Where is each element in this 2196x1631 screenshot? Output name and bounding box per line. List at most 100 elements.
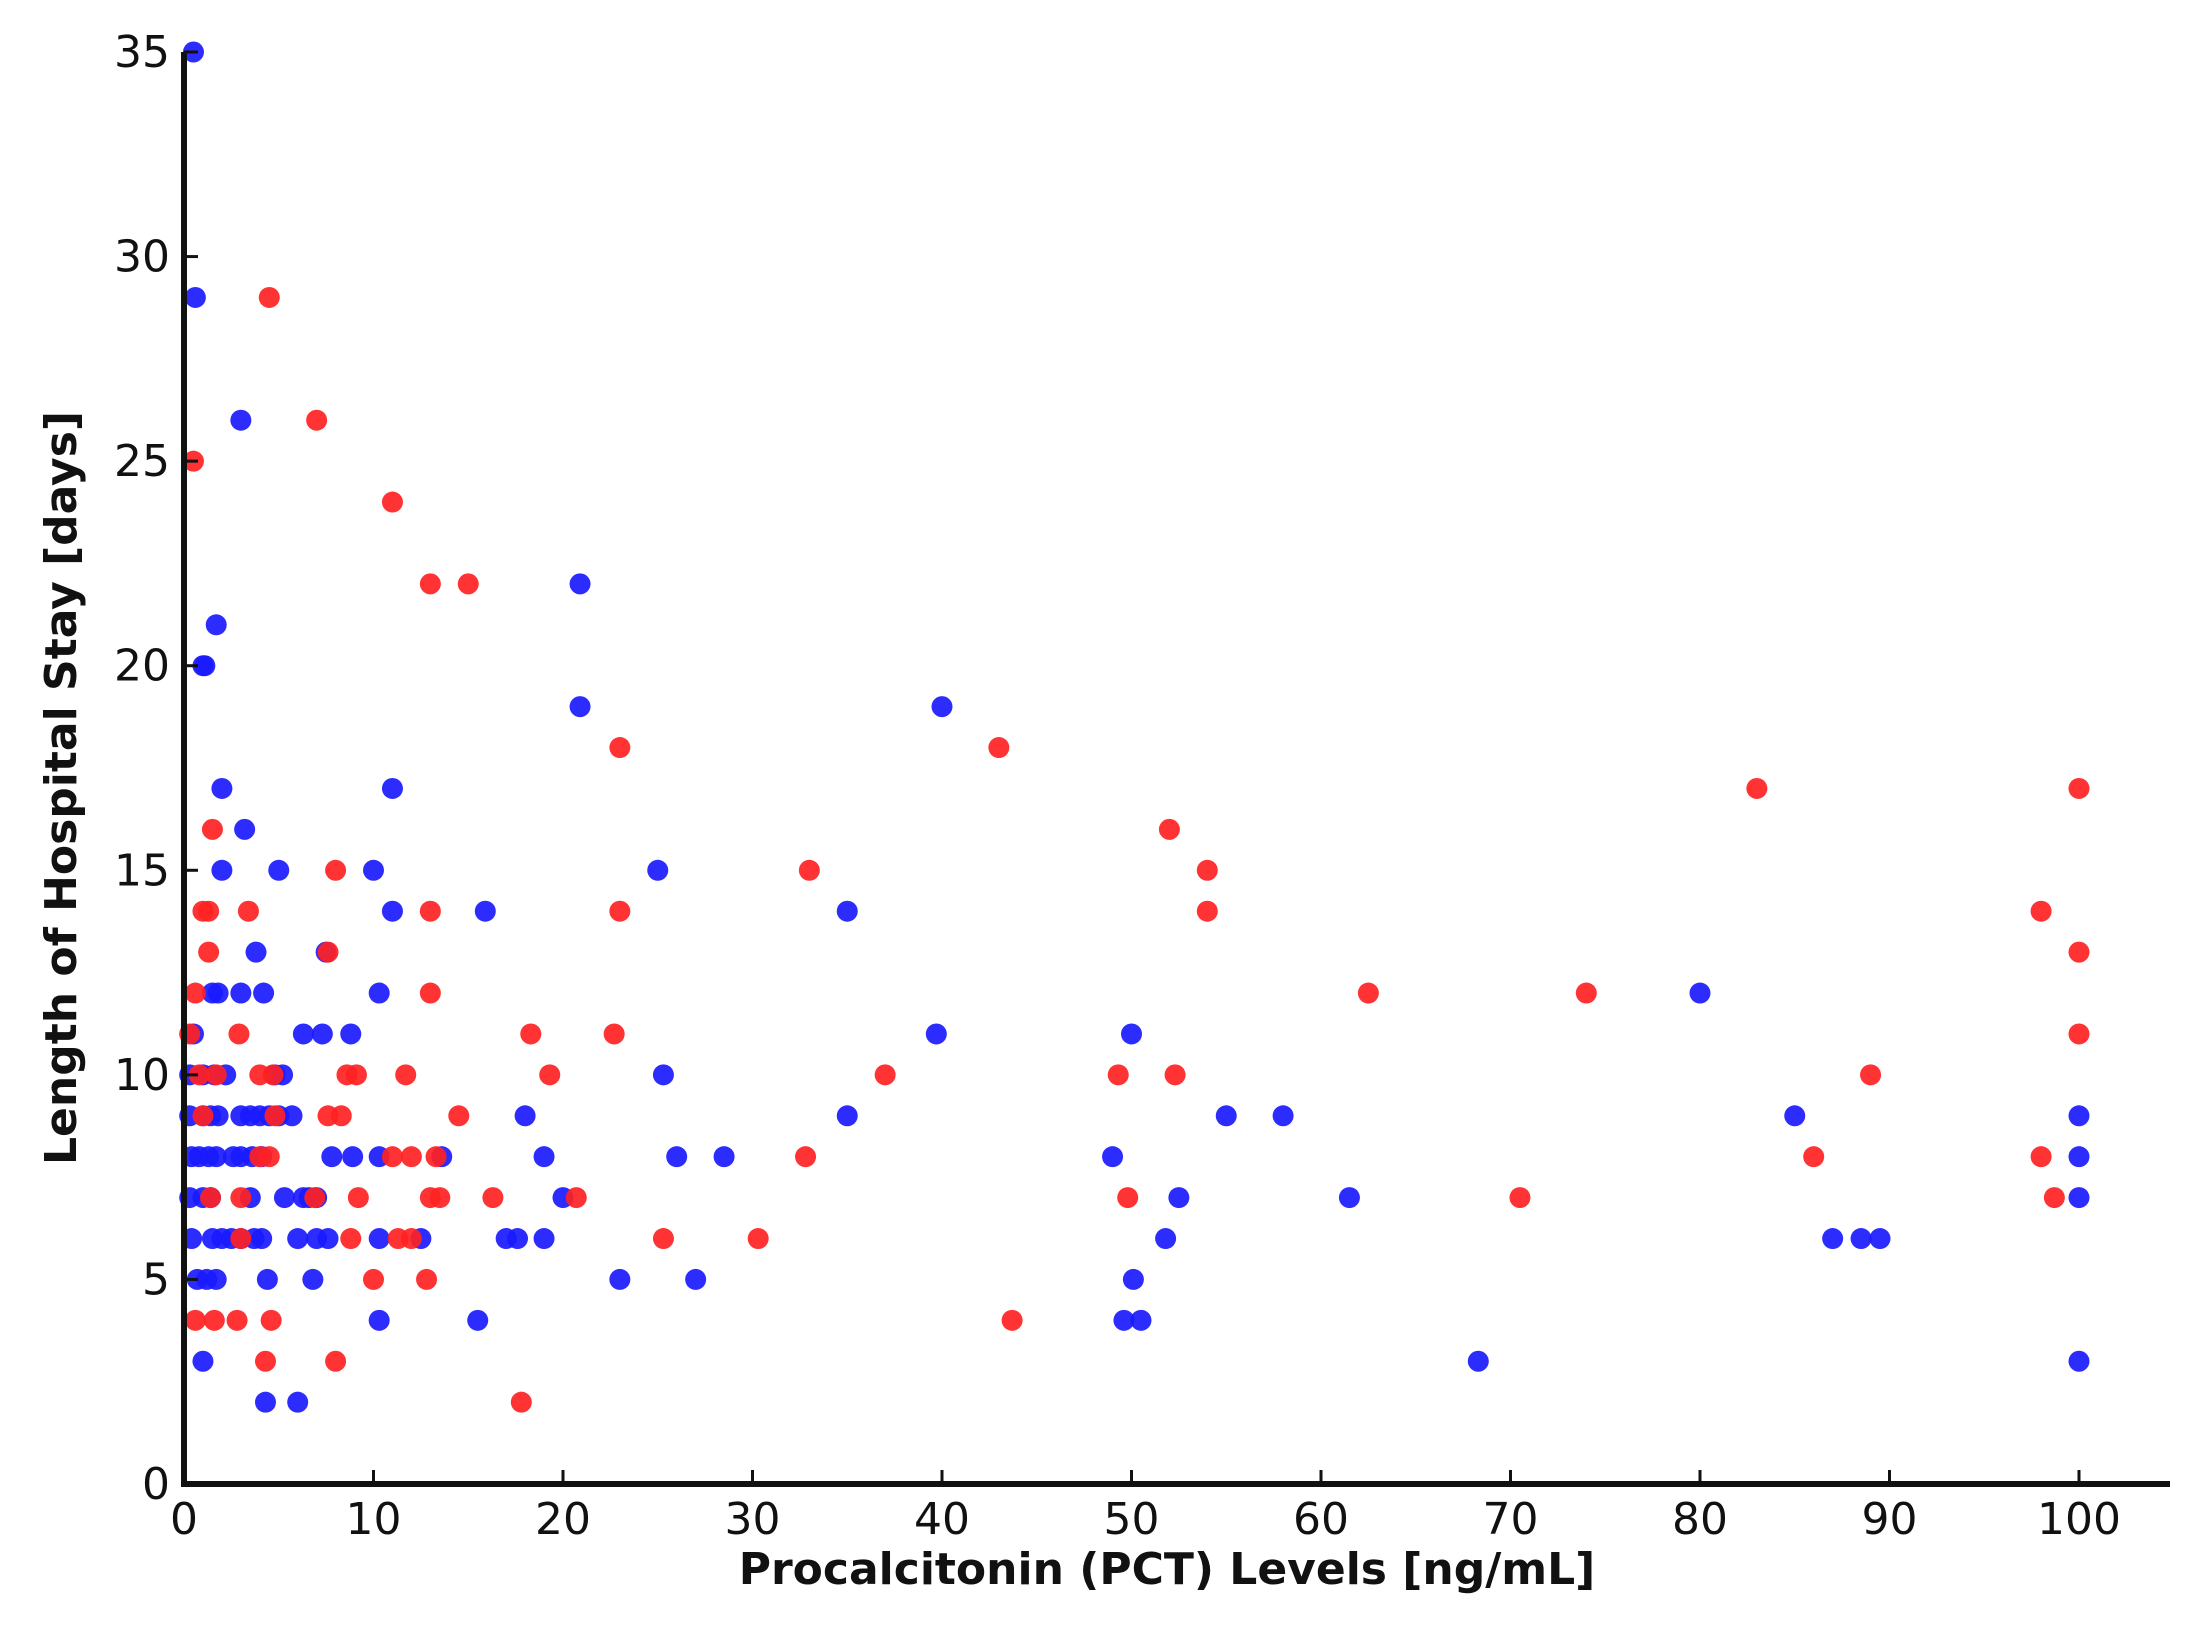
blue-data-point [1121,1023,1142,1045]
blue-data-point [368,982,390,1004]
y-tick-label: 30 [114,232,170,283]
blue-data-point [1869,1228,1891,1250]
red-data-point [1107,1064,1129,1086]
red-data-point [381,491,403,513]
red-data-point [192,1105,214,1127]
red-data-point [539,1064,561,1086]
red-data-point [205,1064,227,1086]
blue-data-point [1102,1146,1124,1168]
blue-data-point [2068,1350,2090,1372]
red-data-point [262,1064,284,1086]
red-data-point [345,1064,367,1086]
red-data-point [795,1146,817,1168]
red-data-point [416,1268,438,1290]
red-data-point [419,982,441,1004]
blue-data-point [368,1228,390,1250]
blue-data-point [194,655,216,677]
red-data-point [340,1228,362,1250]
red-data-point [609,900,631,922]
blue-data-point [609,1268,631,1290]
red-data-point [1575,982,1597,1004]
red-data-point [237,900,259,922]
red-data-point [425,1146,447,1168]
red-data-point [230,1187,252,1209]
blue-data-point [1113,1309,1135,1331]
red-data-point [325,859,347,881]
blue-data-point [251,1228,273,1250]
red-data-point [1196,859,1218,881]
red-data-point [1746,777,1768,799]
blue-data-point [713,1146,735,1168]
blue-data-point [230,409,252,431]
y-tick-label: 0 [142,1459,170,1510]
blue-data-point [507,1228,529,1250]
red-data-point [1509,1187,1531,1209]
blue-data-point [317,1228,339,1250]
red-data-point [874,1064,896,1086]
red-data-point [2068,941,2090,963]
red-data-point [565,1187,587,1209]
blue-data-point [1467,1350,1489,1372]
red-data-point [1117,1187,1139,1209]
red-data-point [1860,1064,1882,1086]
x-tick-label: 80 [1672,1494,1728,1545]
blue-data-point [281,1105,303,1127]
red-data-point [203,1309,225,1331]
blue-data-point [287,1391,309,1413]
red-data-point [609,737,631,759]
blue-data-point [2068,1105,2090,1127]
red-data-point [188,1064,210,1086]
red-data-point [264,1105,286,1127]
red-data-point [510,1391,532,1413]
blue-data-point [836,900,858,922]
blue-data-point [205,614,227,636]
red-data-point [400,1228,422,1250]
blue-data-point [211,777,233,799]
blue-data-point [381,900,403,922]
red-data-point [198,941,220,963]
blue-data-point [273,1187,295,1209]
blue-data-point [1822,1228,1844,1250]
red-data-point [2030,1146,2052,1168]
blue-data-point [2068,1146,2090,1168]
ticks-layer: 0 10 20 30 40 50 60 70 80 90 100 0 5 10 15 20 25 30 35 [114,27,2121,1545]
red-data-point [304,1187,326,1209]
x-tick-label: 60 [1293,1494,1349,1545]
blue-data-point [1155,1228,1177,1250]
blue-data-point [533,1146,555,1168]
blue-data-point [652,1064,674,1086]
red-data-point [184,1309,206,1331]
blue-data-point [292,1023,314,1045]
blue-data-point [647,859,669,881]
blue-data-point [685,1268,707,1290]
blue-data-point [381,777,403,799]
red-data-point [347,1187,369,1209]
x-tick-label: 20 [535,1494,591,1545]
red-data-point [306,409,328,431]
red-data-point [1164,1064,1186,1086]
blue-data-point [342,1146,364,1168]
blue-data-point [184,286,206,308]
blue-data-point [2068,1187,2090,1209]
red-data-point [1357,982,1379,1004]
blue-data-point [205,1268,227,1290]
blue-data-point [1130,1309,1152,1331]
x-axis-title: Procalcitonin (PCT) Levels [ng/mL] [739,1544,1596,1595]
red-data-point [226,1309,248,1331]
x-tick-label: 10 [346,1494,402,1545]
blue-data-point [321,1146,343,1168]
red-data-point [260,1309,282,1331]
blue-data-point [1272,1105,1294,1127]
red-data-point [1001,1309,1023,1331]
blue-data-point [302,1268,324,1290]
y-tick-label: 10 [114,1050,170,1101]
red-data-point [2068,777,2090,799]
blue-data-point [268,859,290,881]
blue-data-point [836,1105,858,1127]
red-data-point [988,737,1010,759]
y-tick-label: 5 [142,1254,170,1305]
blue-data-point [1168,1187,1190,1209]
red-data-point [747,1228,769,1250]
blue-data-point [666,1146,688,1168]
